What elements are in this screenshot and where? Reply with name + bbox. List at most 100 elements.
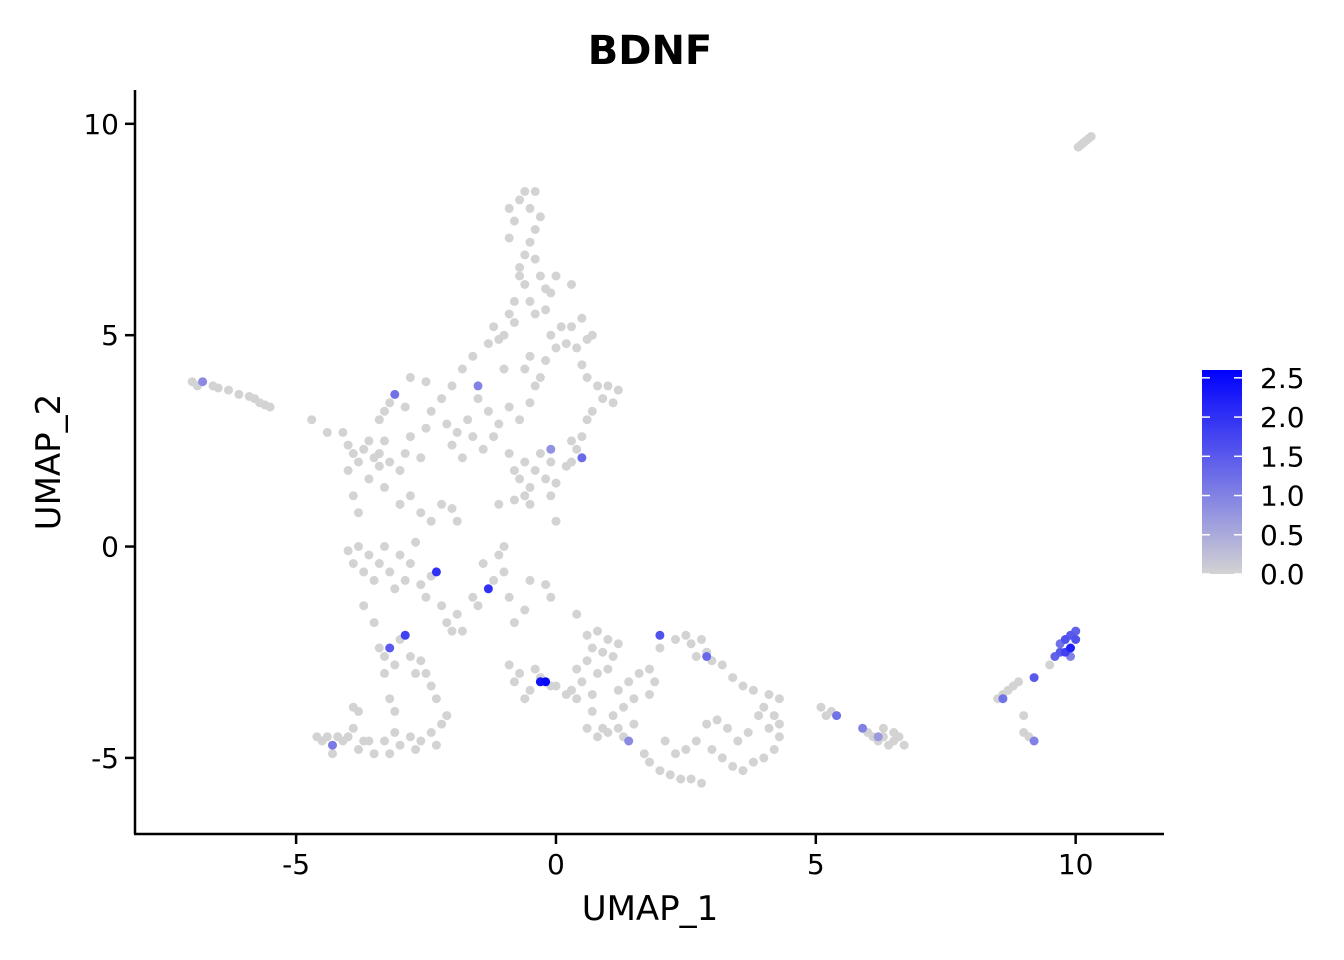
cell-point xyxy=(572,609,582,619)
cell-point xyxy=(593,732,602,742)
cell-point xyxy=(447,381,457,391)
cell-point xyxy=(437,394,447,404)
cell-point xyxy=(759,753,769,763)
cell-point xyxy=(359,601,369,611)
cell-point xyxy=(728,673,738,683)
cell-point xyxy=(468,592,478,602)
colorbar-tick-label: 2.5 xyxy=(1260,362,1305,395)
cell-point xyxy=(520,280,530,289)
cell-point xyxy=(504,203,514,213)
cell-point xyxy=(390,389,400,399)
cell-point xyxy=(541,580,551,590)
cell-point xyxy=(400,630,410,640)
cell-point xyxy=(452,609,462,619)
cell-point xyxy=(530,466,540,475)
cell-point xyxy=(416,508,426,518)
cell-point xyxy=(567,322,576,332)
cell-point xyxy=(390,706,400,716)
cell-point xyxy=(509,495,519,505)
x-tick-label: 0 xyxy=(547,848,565,881)
cell-point xyxy=(541,305,551,315)
cell-point xyxy=(198,377,208,387)
cell-point xyxy=(463,415,473,425)
cell-point xyxy=(494,550,504,560)
cell-point xyxy=(520,250,530,260)
cell-point xyxy=(769,745,779,754)
colorbar-tick-label: 1.0 xyxy=(1260,480,1305,513)
cell-point xyxy=(697,635,706,644)
cell-point xyxy=(395,466,405,475)
cell-point xyxy=(405,373,415,382)
cell-point xyxy=(437,601,447,611)
cell-point xyxy=(509,296,519,306)
cell-point xyxy=(400,402,410,412)
cell-point xyxy=(613,385,623,395)
cell-point xyxy=(343,466,353,475)
cell-point xyxy=(582,723,592,733)
cell-point xyxy=(629,719,639,729)
cell-point xyxy=(343,732,353,742)
cell-point xyxy=(535,449,545,458)
cell-point xyxy=(457,453,467,463)
cell-point xyxy=(587,330,597,340)
cell-point xyxy=(509,677,519,687)
colorbar-tick-label: 1.5 xyxy=(1260,440,1305,473)
cell-point xyxy=(645,757,654,767)
cell-point xyxy=(265,402,275,412)
cell-point xyxy=(603,381,613,391)
cell-point xyxy=(504,660,514,670)
cell-point xyxy=(374,461,384,471)
cell-point xyxy=(717,753,727,763)
cell-point xyxy=(712,715,722,725)
cell-point xyxy=(556,322,566,332)
cell-point xyxy=(551,478,561,488)
cell-point xyxy=(520,694,530,704)
cell-point xyxy=(483,406,493,416)
cell-point xyxy=(405,491,415,501)
cell-point xyxy=(525,203,535,213)
cell-point xyxy=(733,736,743,746)
cell-point xyxy=(364,550,374,560)
cell-point xyxy=(473,394,483,404)
cell-point xyxy=(385,567,395,577)
cell-point xyxy=(509,466,519,475)
cell-point xyxy=(598,394,608,404)
cell-point xyxy=(348,723,358,733)
x-tick-label: -5 xyxy=(282,848,310,881)
cell-point xyxy=(535,212,545,222)
cell-point xyxy=(494,499,504,509)
y-tick-label: 5 xyxy=(101,319,119,352)
scatter-points xyxy=(187,132,1096,788)
cell-point xyxy=(598,647,608,657)
cell-point xyxy=(878,723,888,733)
cell-point xyxy=(525,237,535,247)
cell-point xyxy=(561,461,571,471)
cell-point xyxy=(489,432,499,442)
cell-point xyxy=(525,351,535,361)
cell-point xyxy=(520,491,530,501)
cell-point xyxy=(764,723,774,733)
cell-point xyxy=(354,542,363,551)
cell-point xyxy=(774,732,784,742)
cell-point xyxy=(411,668,421,678)
cell-point xyxy=(665,770,675,780)
cell-point xyxy=(546,288,556,298)
cell-point xyxy=(1045,660,1055,670)
cell-point xyxy=(395,499,405,509)
cell-point xyxy=(577,432,587,442)
cell-point xyxy=(634,668,644,678)
cell-point xyxy=(380,736,389,746)
cell-point xyxy=(473,381,483,391)
cell-point xyxy=(343,546,353,556)
cell-point xyxy=(697,778,706,788)
cell-point xyxy=(645,690,654,699)
cell-point xyxy=(743,728,753,737)
cell-point xyxy=(478,444,488,454)
cell-point xyxy=(426,406,436,416)
cell-point xyxy=(655,766,665,776)
cell-point xyxy=(759,702,769,712)
cell-point xyxy=(447,440,457,450)
cell-point xyxy=(587,406,597,416)
cell-point xyxy=(572,444,582,454)
